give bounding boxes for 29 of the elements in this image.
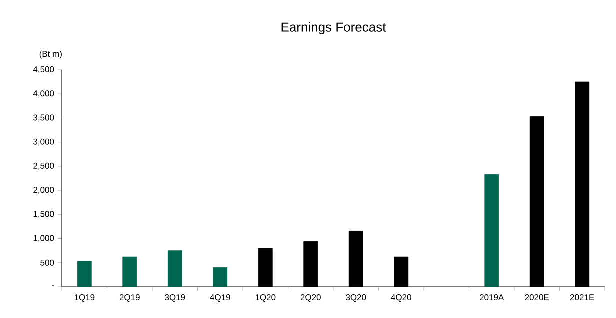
x-tick-label: 1Q20 xyxy=(256,294,276,302)
y-tick-label: 2,500 xyxy=(34,162,54,170)
bar xyxy=(258,248,273,287)
y-axis-title: (Bt m) xyxy=(40,50,62,59)
y-tick-label: 3,500 xyxy=(34,114,54,122)
y-tick-label: 3,000 xyxy=(34,138,54,146)
y-tick-label: 1,000 xyxy=(34,235,54,242)
x-tick-label: 2Q19 xyxy=(120,294,140,302)
bar xyxy=(168,250,182,287)
bar xyxy=(213,268,228,287)
x-tick-label: 4Q20 xyxy=(391,294,412,302)
chart-title: Earnings Forecast xyxy=(282,22,386,34)
bar xyxy=(348,230,364,287)
bar xyxy=(304,241,318,287)
x-tick-label: 4Q19 xyxy=(210,294,230,302)
y-tick-label: 500 xyxy=(40,260,54,266)
x-tick-label: 2020E xyxy=(525,294,550,301)
x-tick-label: 2019A xyxy=(480,294,504,301)
bar xyxy=(575,82,590,287)
y-tick-label: 2,000 xyxy=(34,187,54,194)
x-tick-label: 3Q20 xyxy=(346,294,366,302)
y-tick-label: 4,000 xyxy=(33,90,54,98)
x-tick-label: 1Q19 xyxy=(74,294,95,302)
x-tick-label: 2Q20 xyxy=(300,294,321,302)
y-tick-label: 4,500 xyxy=(33,66,54,74)
y-tick-label: 1,500 xyxy=(34,211,54,218)
x-tick-label: 2021E xyxy=(570,294,594,301)
x-tick-label: 3Q19 xyxy=(165,294,186,302)
bar xyxy=(77,261,92,287)
